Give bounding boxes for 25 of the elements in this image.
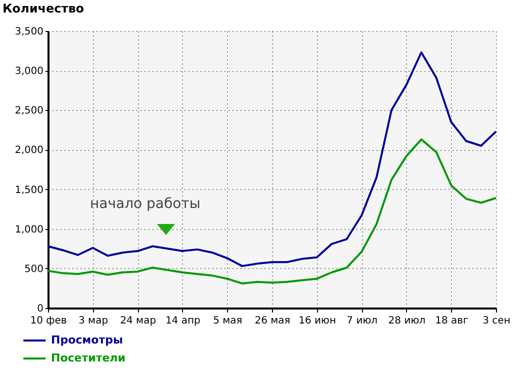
x-tick-label: 26 мая bbox=[254, 316, 290, 326]
x-tick-label: 18 авг bbox=[435, 316, 468, 326]
y-tick-label: 1,500 bbox=[14, 184, 44, 196]
y-tick-label: 2,000 bbox=[14, 145, 44, 156]
x-tick-label: 3 сен bbox=[482, 316, 510, 326]
line-series bbox=[47, 51, 497, 268]
x-tick-label: 28 июл bbox=[388, 316, 426, 326]
legend-label: Просмотры bbox=[51, 334, 123, 346]
line-series bbox=[47, 138, 497, 284]
x-tick-label: 3 мар bbox=[78, 316, 108, 326]
y-axis-title: Количество bbox=[2, 2, 84, 16]
y-tick-label: 2,500 bbox=[14, 106, 44, 117]
x-tick-label: 14 апр bbox=[165, 316, 200, 326]
y-tick-label: 3,500 bbox=[14, 26, 44, 38]
x-tick-label: 5 мая bbox=[213, 316, 242, 326]
x-tick-label: 16 июн bbox=[298, 316, 336, 326]
y-tick-label: 500 bbox=[24, 264, 44, 275]
x-tick-label: 7 июл bbox=[346, 316, 378, 326]
y-tick-label: 1,000 bbox=[14, 224, 44, 236]
y-tick-label: 3,000 bbox=[14, 66, 44, 78]
y-tick-label: 0 bbox=[37, 304, 44, 314]
legend-label: Посетители bbox=[51, 352, 126, 364]
x-tick-label: 10 фев bbox=[30, 316, 67, 326]
x-tick-label: 24 мар bbox=[120, 316, 156, 326]
annotation: начало работы bbox=[90, 196, 200, 212]
